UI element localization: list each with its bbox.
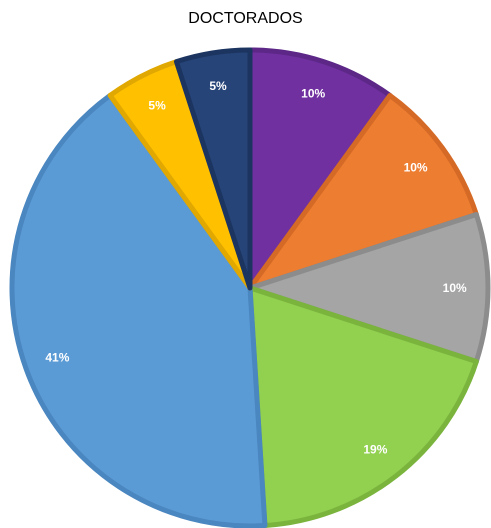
pie-slice-1: [247, 47, 393, 291]
pie-slice-label-7: 5%: [209, 79, 227, 93]
pie-slice-label-1: 10%: [301, 86, 325, 100]
pie-slice-label-5: 41%: [45, 350, 69, 364]
chart-title: DOCTORADOS: [188, 10, 303, 27]
pie-slice-label-3: 10%: [443, 281, 467, 295]
pie-slice-label-2: 10%: [404, 161, 428, 175]
pie-slice-4: [247, 285, 479, 528]
pie-slice-3: [247, 211, 491, 365]
pie-slice-2: [247, 92, 479, 291]
pie-slice-label-4: 19%: [363, 443, 387, 457]
pie-slice-7: [173, 47, 253, 291]
pie-labels: 10% 10% 10% 19% 41% 5% 5%: [45, 79, 467, 457]
pie-slices: [9, 47, 491, 528]
pie-slice-label-6: 5%: [148, 99, 166, 113]
pie-slice-5: [9, 92, 268, 528]
